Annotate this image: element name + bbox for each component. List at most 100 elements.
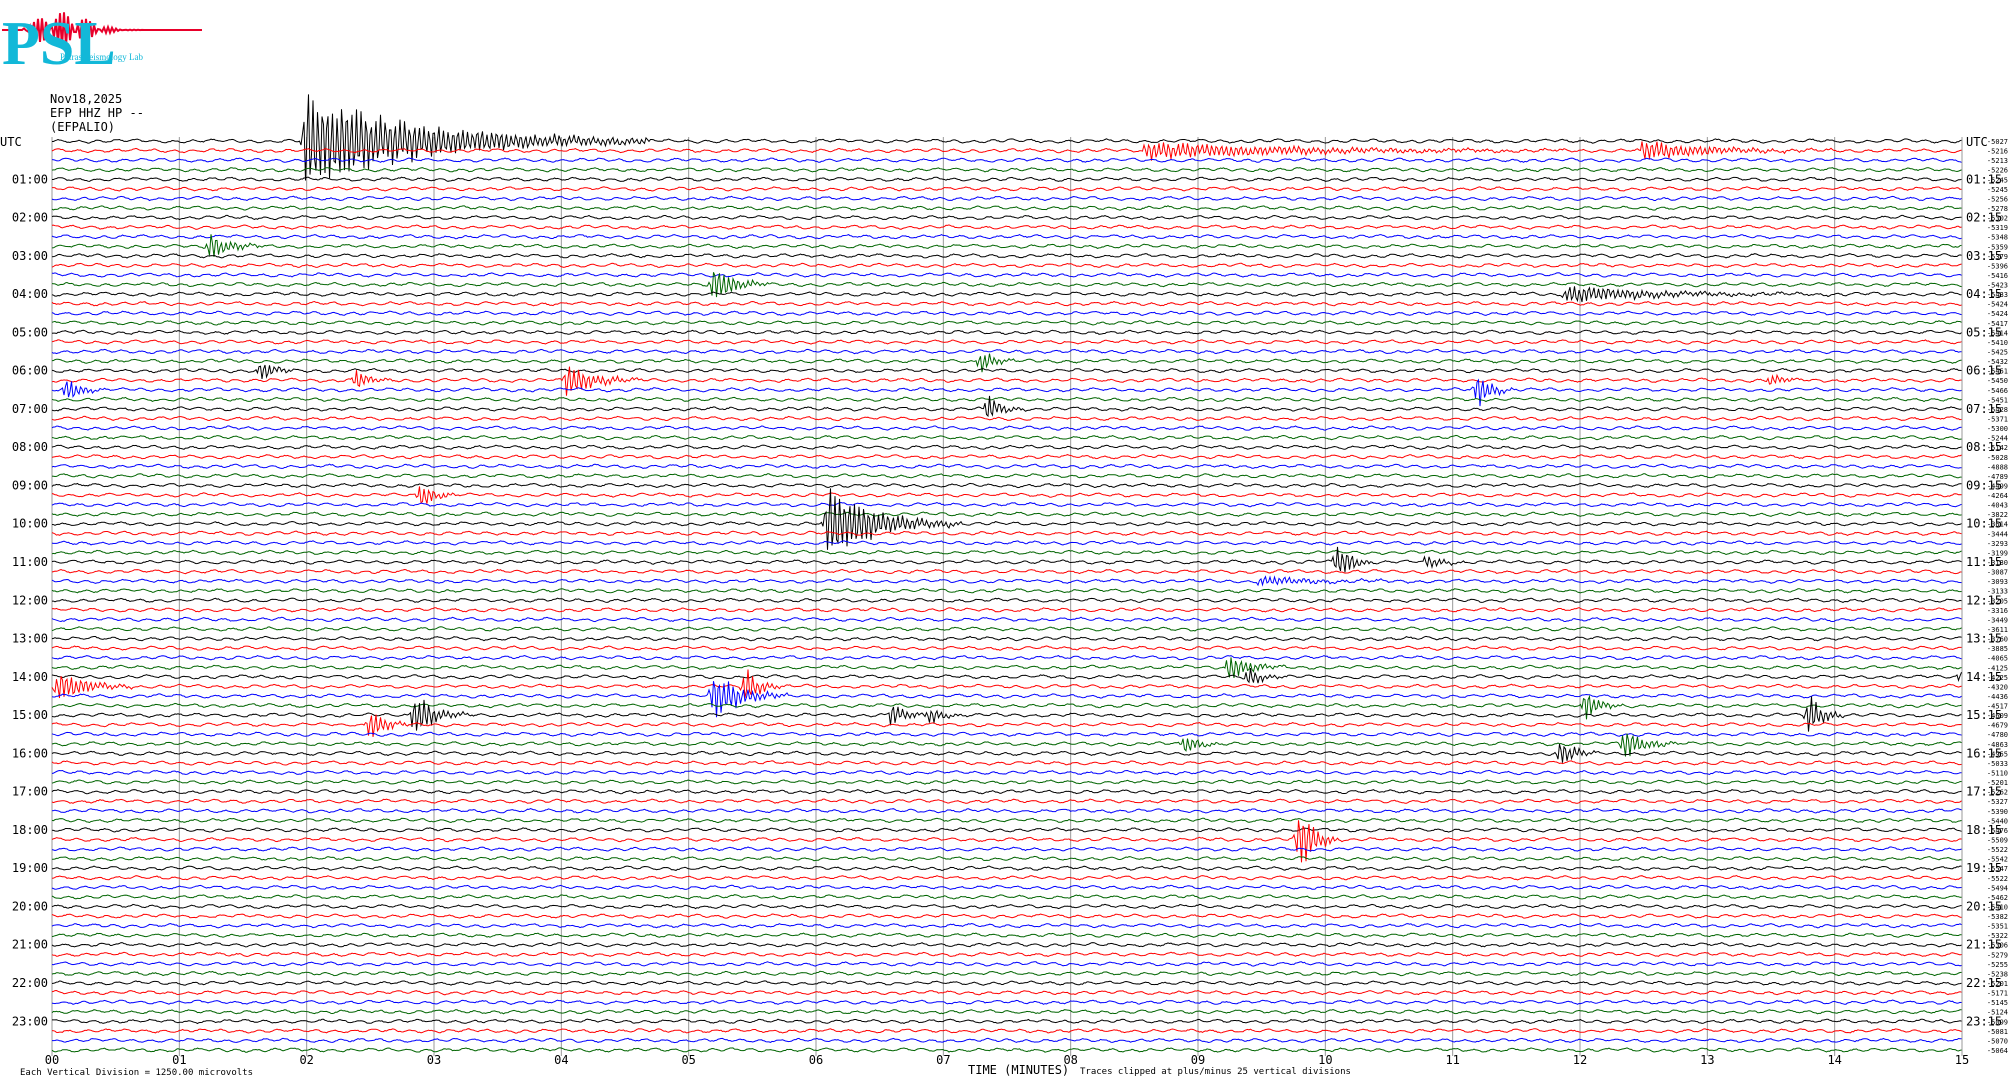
division-note: Each Vertical Division = 1250.00 microvo… [20, 1068, 253, 1078]
seismic-trace-line [51, 286, 1962, 303]
trace-offset-label: -5027 [1987, 138, 2008, 146]
trace-offset-label: -5322 [1987, 932, 2008, 940]
seismic-trace-line [51, 657, 1962, 678]
trace-offset-label: -5279 [1987, 951, 2008, 959]
x-tick-label: 11 [1445, 1053, 1459, 1067]
trace-offset-label: -3449 [1987, 616, 2008, 624]
trace-offset-label: -5509 [1987, 836, 2008, 844]
hour-label-right: 06:15 [1966, 364, 2002, 378]
seismic-trace-line [51, 989, 1962, 996]
psl-logo-graphic: PSL Patras Seismology Lab [2, 10, 202, 78]
trace-offset-label: -5110 [1987, 770, 2008, 778]
seismic-trace-line [51, 942, 1962, 948]
seismic-trace-line [51, 364, 1962, 379]
seismic-trace-line [51, 808, 1962, 814]
seismic-trace-line [51, 779, 1962, 785]
trace-offset-label: -5414 [1987, 329, 2008, 337]
hour-label-left: 09:00 [12, 478, 48, 492]
seismic-trace-line [51, 865, 1962, 871]
hour-label-left: 11:00 [12, 555, 48, 569]
hour-label-right: 21:15 [1966, 938, 2002, 952]
hour-label-left: 03:00 [12, 249, 48, 263]
seismic-trace-line [51, 1028, 1962, 1034]
seismic-trace-line [51, 339, 1962, 345]
hour-label-left: 07:00 [12, 402, 48, 416]
trace-offset-label: -4499 [1987, 482, 2008, 490]
trace-offset-label: -5432 [1987, 358, 2008, 366]
trace-offset-label: -5396 [1987, 262, 2008, 270]
seismic-trace-line [51, 894, 1962, 900]
trace-offset-label: -3087 [1987, 569, 2008, 577]
trace-offset-label: -4065 [1987, 655, 2008, 663]
trace-offset-label: -3760 [1987, 636, 2008, 644]
trace-offset-label: -5423 [1987, 282, 2008, 290]
seismic-trace-line [51, 205, 1962, 211]
trace-offset-label: -5142 [1987, 444, 2008, 452]
hour-label-right: 03:15 [1966, 249, 2002, 263]
seismic-trace-line [51, 262, 1962, 269]
x-tick-label: 07 [936, 1053, 950, 1067]
hour-label-left: 13:00 [12, 632, 48, 646]
seismic-trace-line [51, 874, 1962, 881]
hour-label-left: 18:00 [12, 823, 48, 837]
trace-offset-label: -4789 [1987, 473, 2008, 481]
seismic-trace-line [51, 195, 1962, 202]
seismic-trace-line [51, 970, 1962, 977]
hour-label-right: 14:15 [1966, 670, 2002, 684]
trace-offset-label: -4955 [1987, 750, 2008, 758]
seismic-trace-line [51, 234, 1962, 240]
seismic-trace-line [51, 681, 1962, 718]
minute-gridlines [51, 137, 1963, 1056]
seismic-trace-line [51, 444, 1962, 450]
trace-offset-label: -5244 [1987, 435, 2008, 443]
x-tick-label: 04 [554, 1053, 568, 1067]
header-station: EFP HHZ HP -- [50, 106, 144, 120]
seismic-trace-line [51, 922, 1962, 929]
seismic-trace-line [51, 668, 1962, 684]
trace-offset-label: -5440 [1987, 817, 2008, 825]
trace-offset-label: -5145 [1987, 999, 2008, 1007]
trace-offset-label: -5327 [1987, 798, 2008, 806]
trace-offset-label: -5494 [1987, 884, 2008, 892]
hour-label-left: 05:00 [12, 325, 48, 339]
seismic-trace-line [51, 454, 1962, 460]
trace-offset-label: -5410 [1987, 339, 2008, 347]
trace-offset-label: -3133 [1987, 588, 2008, 596]
seismic-trace-line [51, 488, 1962, 550]
hour-label-right: 05:15 [1966, 325, 2002, 339]
hour-label-right: 09:15 [1966, 478, 2002, 492]
trace-offset-label: -5081 [1987, 1028, 2008, 1036]
trace-offset-label: -5070 [1987, 1037, 2008, 1045]
trace-offset-label: -3093 [1987, 578, 2008, 586]
trace-offset-label: -5466 [1987, 387, 2008, 395]
trace-offset-label: -5425 [1987, 349, 2008, 357]
seismic-trace-line [51, 694, 1962, 720]
hour-label-left: 23:00 [12, 1014, 48, 1028]
seismic-trace-line [51, 980, 1962, 986]
trace-offset-label: -4125 [1987, 664, 2008, 672]
hour-label-right: 07:15 [1966, 402, 2002, 416]
seismic-trace-line [51, 827, 1962, 833]
seismic-trace-line [51, 482, 1962, 489]
seismic-trace-line [52, 855, 1962, 862]
hour-label-right: 08:15 [1966, 440, 2002, 454]
trace-offset-label: -3611 [1987, 626, 2008, 634]
header-station-name: (EFPALIO) [50, 120, 116, 134]
seismic-trace-line [52, 186, 1962, 192]
x-tick-label: 05 [681, 1053, 695, 1067]
seismic-trace-line [51, 846, 1962, 852]
trace-offset-label: -3293 [1987, 540, 2008, 548]
seismic-trace-line [51, 798, 1962, 804]
seismic-trace-line [51, 626, 1962, 632]
trace-offset-label: -5522 [1987, 846, 2008, 854]
seismic-trace-line [52, 1018, 1962, 1025]
seismic-trace-line [52, 176, 1962, 182]
seismic-trace-line [51, 366, 1962, 396]
seismic-trace-line [51, 635, 1962, 642]
x-tick-label: 13 [1700, 1053, 1714, 1067]
trace-offset-label: -5450 [1987, 377, 2008, 385]
seismic-trace-line [51, 769, 1962, 776]
seismic-trace-line [51, 253, 1962, 259]
x-axis-title: TIME (MINUTES) [968, 1063, 1069, 1077]
